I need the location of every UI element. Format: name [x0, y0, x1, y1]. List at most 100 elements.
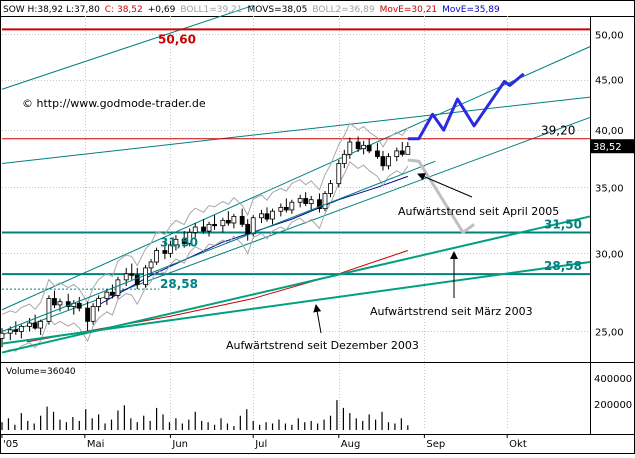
header-item: C: 38,52	[105, 5, 143, 15]
candle-body	[173, 238, 179, 246]
candle	[283, 198, 289, 213]
y-tick-label: 50,00	[595, 30, 624, 41]
candle-body	[57, 301, 63, 306]
candle-body	[225, 219, 231, 224]
candle	[386, 153, 391, 170]
candle	[289, 199, 295, 214]
candle	[57, 298, 63, 312]
candle	[173, 235, 179, 251]
candle	[394, 147, 400, 162]
candle-body	[148, 261, 154, 269]
candle	[264, 207, 270, 222]
projection-path	[407, 158, 475, 234]
y-tick-label: 45,00	[595, 76, 624, 87]
x-tick-label: Jul	[254, 439, 267, 450]
candle	[167, 240, 173, 258]
channel-line	[1, 4, 254, 90]
x-tick-label: Sep	[426, 439, 445, 450]
candle	[85, 301, 90, 332]
y-tick-label: 25,00	[595, 327, 624, 338]
candle	[90, 303, 96, 325]
candle-body	[341, 153, 347, 164]
candle-body	[322, 193, 328, 210]
volume-tick-label: 200000	[594, 400, 632, 411]
candle	[317, 193, 322, 213]
header-item: MOVS=38,05	[248, 5, 308, 15]
watermark-text: © http://www.godmode-trader.de	[22, 97, 206, 110]
bollinger-upper	[1, 122, 409, 315]
candle	[115, 276, 121, 299]
candle	[65, 293, 71, 310]
candle	[328, 180, 333, 198]
candle	[201, 219, 206, 234]
candle	[322, 190, 328, 212]
candle-body	[250, 217, 256, 235]
candle	[104, 289, 110, 305]
candle	[336, 160, 342, 188]
candle-body	[328, 183, 333, 194]
annotation-label: 31,50	[160, 235, 198, 249]
candle-body	[212, 223, 217, 227]
candle-body	[380, 156, 386, 167]
candle	[110, 284, 115, 299]
candle-body	[18, 325, 24, 332]
header-item: SOW H:38,92 L:37,80	[3, 5, 100, 15]
candle	[181, 231, 187, 248]
candle	[13, 321, 19, 335]
candle-body	[206, 223, 212, 232]
candle-body	[336, 163, 342, 185]
x-tick-label: Mai	[87, 439, 105, 450]
annotation-label: Aufwärtstrend seit März 2003	[370, 305, 533, 318]
candle	[192, 223, 198, 240]
header-item: MovE=35,89	[442, 5, 500, 15]
candle-body	[278, 206, 284, 212]
candle	[278, 203, 284, 217]
candle	[355, 136, 361, 153]
candle-body	[52, 298, 57, 306]
candle-body	[347, 141, 353, 155]
candle-body	[399, 150, 405, 155]
candle-body	[162, 250, 168, 254]
candle-body	[76, 302, 82, 309]
annotation-arrow	[313, 304, 322, 334]
candle-body	[129, 273, 135, 276]
candle	[239, 208, 245, 228]
candle	[187, 228, 193, 247]
trendline	[1, 160, 436, 332]
candle-body	[264, 213, 270, 220]
x-tick-label: Jun	[171, 439, 188, 450]
candle	[341, 149, 347, 169]
annotation-label: 28,58	[160, 277, 198, 291]
candle-body	[143, 267, 148, 285]
candle	[303, 192, 309, 207]
candle-body	[32, 322, 38, 329]
candle-body	[167, 244, 173, 254]
candle-body	[7, 329, 13, 334]
candle	[366, 138, 372, 154]
channel-line	[1, 46, 591, 311]
header-item: +0,69	[148, 5, 176, 15]
candle-body	[181, 238, 187, 244]
candle-body	[289, 201, 295, 211]
candle	[18, 324, 24, 339]
candle-body	[239, 216, 245, 225]
projection-path	[407, 72, 525, 141]
candle	[220, 217, 226, 233]
candle-body	[134, 274, 140, 285]
candle	[380, 150, 386, 171]
candle	[206, 221, 212, 237]
candle-body	[96, 298, 102, 307]
candle-body	[405, 146, 411, 155]
annotation-arrow	[417, 173, 473, 198]
candle-body	[259, 213, 264, 219]
candle	[259, 209, 264, 224]
candle	[96, 295, 102, 312]
y-tick-label: 40,00	[595, 126, 624, 137]
header-item: MovE=30,21	[380, 5, 438, 15]
candle-body	[375, 150, 380, 157]
candle	[32, 314, 38, 330]
candle-body	[123, 273, 129, 281]
candle	[162, 242, 168, 260]
